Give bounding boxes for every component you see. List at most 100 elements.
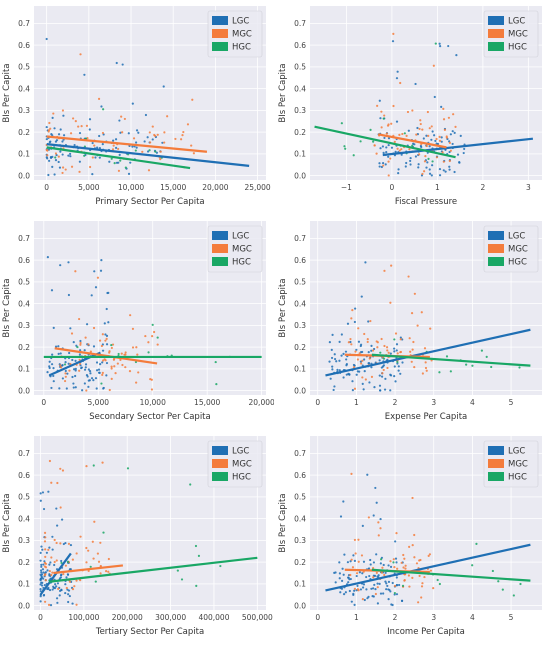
point-mgc bbox=[43, 600, 47, 603]
point-mgc bbox=[64, 168, 67, 171]
point-lgc bbox=[333, 571, 336, 574]
point-hgc bbox=[382, 357, 386, 360]
point-mgc bbox=[366, 340, 369, 344]
point-lgc bbox=[98, 146, 102, 150]
point-mgc bbox=[387, 123, 390, 126]
point-lgc bbox=[438, 174, 442, 177]
point-hgc bbox=[491, 569, 494, 573]
point-mgc bbox=[380, 337, 383, 341]
point-lgc bbox=[64, 369, 67, 373]
x-tick-label: 100,000 bbox=[68, 613, 99, 622]
point-lgc bbox=[51, 535, 54, 538]
point-mgc bbox=[124, 366, 127, 369]
point-lgc bbox=[97, 368, 101, 371]
point-hgc bbox=[340, 122, 343, 125]
y-axis-label: BIs Per Capita bbox=[2, 278, 12, 337]
point-hgc bbox=[501, 588, 504, 591]
point-lgc bbox=[384, 571, 387, 574]
y-tick-label: 0.3 bbox=[294, 321, 306, 330]
point-mgc bbox=[382, 164, 385, 167]
point-mgc bbox=[141, 150, 144, 153]
point-mgc bbox=[386, 349, 389, 352]
point-mgc bbox=[135, 381, 138, 384]
legend-swatch-mgc bbox=[212, 459, 228, 468]
legend-swatch-mgc bbox=[212, 244, 228, 253]
point-lgc bbox=[394, 150, 397, 153]
point-mgc bbox=[408, 585, 411, 588]
point-mgc bbox=[53, 560, 56, 564]
y-tick-label: 0.4 bbox=[294, 299, 306, 308]
point-lgc bbox=[86, 375, 89, 378]
point-mgc bbox=[396, 352, 399, 355]
point-mgc bbox=[356, 588, 360, 591]
y-tick-label: 0.5 bbox=[294, 63, 306, 72]
point-mgc bbox=[80, 125, 83, 128]
x-tick-label: 10,000 bbox=[118, 183, 144, 192]
point-hgc bbox=[151, 323, 154, 326]
point-hgc bbox=[438, 582, 441, 586]
point-lgc bbox=[67, 293, 71, 297]
point-lgc bbox=[74, 374, 77, 378]
y-axis-label: BIs Per Capita bbox=[2, 493, 12, 552]
x-tick-label: 15,000 bbox=[194, 398, 220, 407]
point-lgc bbox=[355, 574, 358, 578]
chart-panel-tertiary-sector: 0 100,000 200,000 300,000 400,000 500,000 0.0 0… bbox=[0, 430, 274, 647]
point-lgc bbox=[51, 588, 54, 591]
point-lgc bbox=[375, 501, 378, 504]
point-mgc bbox=[101, 333, 104, 336]
point-lgc bbox=[57, 345, 60, 348]
x-tick-label: 0 bbox=[38, 613, 43, 622]
point-mgc bbox=[435, 137, 438, 141]
point-lgc bbox=[363, 370, 366, 373]
point-lgc bbox=[99, 363, 102, 366]
point-lgc bbox=[342, 500, 345, 503]
point-mgc bbox=[413, 292, 416, 295]
x-tick-label: 15,000 bbox=[160, 183, 186, 192]
point-mgc bbox=[427, 134, 430, 137]
point-mgc bbox=[50, 481, 53, 484]
point-lgc bbox=[151, 138, 154, 141]
point-lgc bbox=[131, 145, 134, 148]
point-mgc bbox=[100, 344, 103, 348]
point-mgc bbox=[99, 572, 102, 575]
point-mgc bbox=[430, 125, 433, 128]
point-lgc bbox=[39, 559, 42, 562]
point-lgc bbox=[59, 352, 62, 355]
point-mgc bbox=[443, 128, 447, 131]
point-lgc bbox=[64, 541, 67, 545]
point-lgc bbox=[88, 379, 91, 382]
point-lgc bbox=[394, 380, 397, 383]
point-lgc bbox=[100, 105, 103, 108]
y-tick-label: 0.6 bbox=[294, 256, 306, 265]
point-mgc bbox=[43, 565, 46, 568]
point-lgc bbox=[71, 358, 74, 362]
point-mgc bbox=[57, 155, 60, 158]
point-mgc bbox=[104, 339, 107, 342]
point-lgc bbox=[389, 590, 392, 593]
point-mgc bbox=[361, 376, 364, 379]
point-lgc bbox=[393, 350, 396, 353]
point-lgc bbox=[363, 358, 366, 361]
point-hgc bbox=[411, 144, 414, 147]
point-mgc bbox=[182, 130, 185, 134]
point-lgc bbox=[144, 113, 148, 117]
legend-label-mgc: MGC bbox=[232, 460, 252, 470]
point-hgc bbox=[83, 154, 86, 157]
chart-panel-secondary-sector: 0 5,000 10,000 15,000 20,000 0.0 0.1 0.2 0.3 0.4 0… bbox=[0, 215, 275, 432]
point-lgc bbox=[425, 134, 428, 137]
point-mgc bbox=[413, 556, 416, 559]
point-lgc bbox=[155, 151, 159, 154]
point-lgc bbox=[41, 568, 45, 571]
point-mgc bbox=[367, 516, 370, 519]
point-mgc bbox=[381, 372, 384, 375]
point-lgc bbox=[345, 363, 348, 366]
point-mgc bbox=[452, 113, 455, 116]
point-mgc bbox=[347, 341, 350, 344]
point-lgc bbox=[416, 126, 419, 130]
y-axis-label: BIs Per Capita bbox=[2, 63, 12, 122]
point-mgc bbox=[381, 566, 384, 569]
point-mgc bbox=[101, 131, 105, 135]
point-lgc bbox=[83, 382, 86, 385]
point-lgc bbox=[389, 373, 392, 376]
point-lgc bbox=[46, 569, 49, 572]
